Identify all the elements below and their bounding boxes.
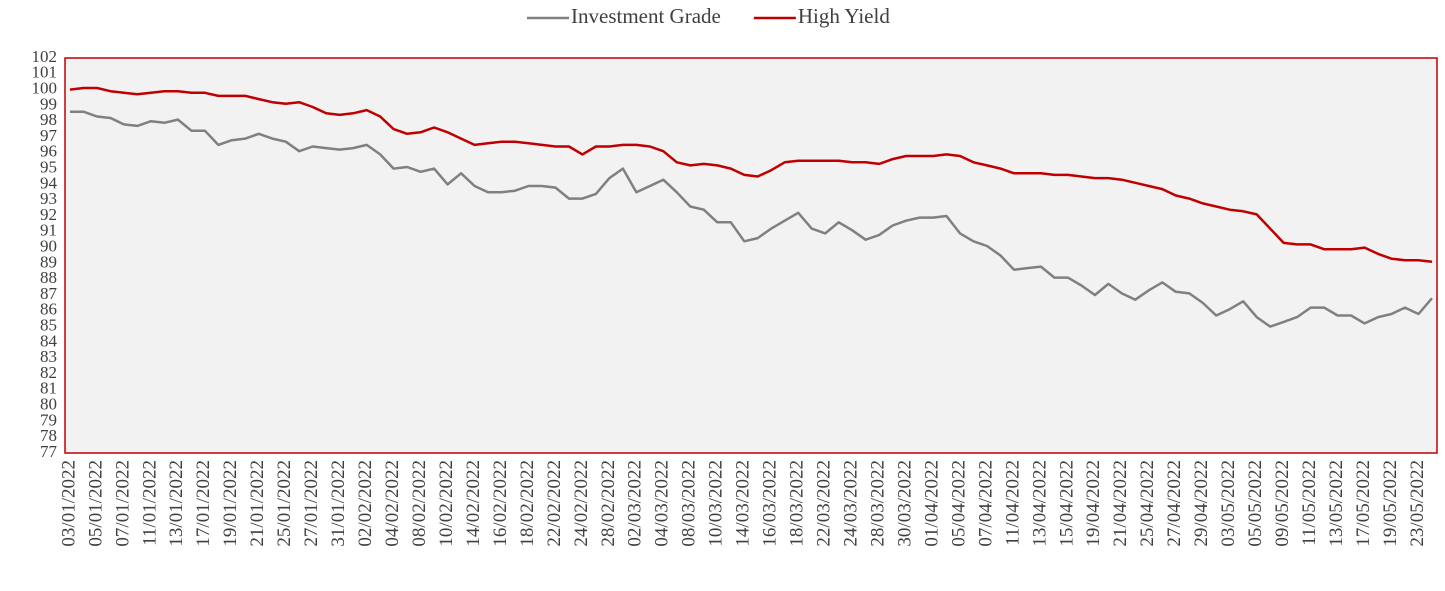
- x-tick-label: 17/05/2022: [1353, 460, 1374, 547]
- x-tick-label: 11/04/2022: [1002, 460, 1023, 546]
- y-tick-label: 79: [40, 410, 57, 429]
- y-tick-label: 97: [40, 126, 58, 145]
- x-tick-label: 31/01/2022: [328, 460, 349, 547]
- x-tick-label: 16/02/2022: [490, 460, 511, 547]
- x-tick-label: 29/04/2022: [1191, 460, 1212, 547]
- y-tick-label: 77: [40, 442, 58, 461]
- x-tick-label: 08/03/2022: [679, 460, 700, 547]
- x-tick-label: 23/05/2022: [1407, 460, 1428, 547]
- x-tick-label: 28/02/2022: [598, 460, 619, 547]
- legend-label: High Yield: [798, 4, 890, 28]
- x-tick-label: 02/02/2022: [355, 460, 376, 547]
- y-tick-label: 98: [40, 110, 57, 129]
- y-tick-label: 90: [40, 237, 57, 256]
- plot-area: [64, 57, 1438, 454]
- y-tick-label: 100: [32, 79, 58, 98]
- x-tick-label: 24/02/2022: [571, 460, 592, 547]
- y-tick-label: 91: [40, 221, 57, 240]
- x-tick-label: 19/04/2022: [1083, 460, 1104, 547]
- x-tick-label: 01/04/2022: [921, 460, 942, 547]
- y-tick-label: 86: [40, 300, 57, 319]
- x-tick-label: 03/01/2022: [58, 460, 79, 547]
- x-tick-label: 10/02/2022: [436, 460, 457, 547]
- series-line: [69, 86, 1433, 264]
- y-tick-label: 88: [40, 268, 57, 287]
- x-tick-label: 17/01/2022: [193, 460, 214, 547]
- x-tick-label: 22/03/2022: [814, 460, 835, 547]
- y-tick-label: 89: [40, 252, 57, 271]
- x-tick-label: 21/01/2022: [247, 460, 268, 547]
- y-tick-label: 93: [40, 189, 57, 208]
- y-tick-label: 81: [40, 379, 57, 398]
- x-tick-label: 03/05/2022: [1218, 460, 1239, 547]
- x-tick-label: 04/02/2022: [382, 460, 403, 547]
- y-tick-label: 82: [40, 363, 57, 382]
- y-tick-label: 101: [32, 63, 58, 82]
- x-tick-label: 05/05/2022: [1245, 460, 1266, 547]
- y-tick-label: 92: [40, 205, 57, 224]
- x-tick-label: 07/04/2022: [975, 460, 996, 547]
- x-tick-label: 05/04/2022: [948, 460, 969, 547]
- x-tick-label: 28/03/2022: [867, 460, 888, 547]
- x-tick-label: 08/02/2022: [409, 460, 430, 547]
- y-tick-label: 87: [40, 284, 58, 303]
- x-tick-label: 11/05/2022: [1299, 460, 1320, 546]
- x-tick-label: 09/05/2022: [1272, 460, 1293, 547]
- x-tick-label: 16/03/2022: [760, 460, 781, 547]
- x-tick-label: 15/04/2022: [1056, 460, 1077, 547]
- x-tick-label: 02/03/2022: [625, 460, 646, 547]
- x-tick-label: 19/05/2022: [1380, 460, 1401, 547]
- x-tick-label: 10/03/2022: [706, 460, 727, 547]
- x-tick-label: 14/02/2022: [463, 460, 484, 547]
- x-tick-label: 13/04/2022: [1029, 460, 1050, 547]
- x-tick-label: 21/04/2022: [1110, 460, 1131, 547]
- y-tick-label: 96: [40, 142, 57, 161]
- x-tick-label: 22/02/2022: [544, 460, 565, 547]
- y-tick-label: 94: [40, 173, 58, 192]
- x-tick-label: 04/03/2022: [652, 460, 673, 547]
- x-tick-label: 11/01/2022: [139, 460, 160, 546]
- y-tick-label: 102: [32, 47, 58, 66]
- y-tick-label: 99: [40, 94, 57, 113]
- x-tick-label: 13/01/2022: [166, 460, 187, 547]
- y-tick-label: 80: [40, 395, 57, 414]
- x-tick-label: 25/01/2022: [274, 460, 295, 547]
- y-tick-label: 84: [40, 331, 58, 350]
- x-tick-label: 05/01/2022: [85, 460, 106, 547]
- legend-label: Investment Grade: [571, 4, 721, 28]
- y-tick-label: 78: [40, 426, 57, 445]
- x-tick-label: 07/01/2022: [112, 460, 133, 547]
- x-tick-label: 18/02/2022: [517, 460, 538, 547]
- y-tick-label: 85: [40, 316, 57, 335]
- x-tick-label: 27/01/2022: [301, 460, 322, 547]
- x-tick-label: 19/01/2022: [220, 460, 241, 547]
- y-tick-label: 83: [40, 347, 57, 366]
- x-tick-label: 25/04/2022: [1137, 460, 1158, 547]
- x-tick-label: 14/03/2022: [733, 460, 754, 547]
- x-tick-label: 13/05/2022: [1326, 460, 1347, 547]
- series-line: [70, 110, 1433, 328]
- x-tick-label: 18/03/2022: [787, 460, 808, 547]
- x-tick-label: 24/03/2022: [840, 460, 861, 547]
- x-tick-label: 27/04/2022: [1164, 460, 1185, 547]
- y-tick-label: 95: [40, 158, 57, 177]
- x-tick-label: 30/03/2022: [894, 460, 915, 547]
